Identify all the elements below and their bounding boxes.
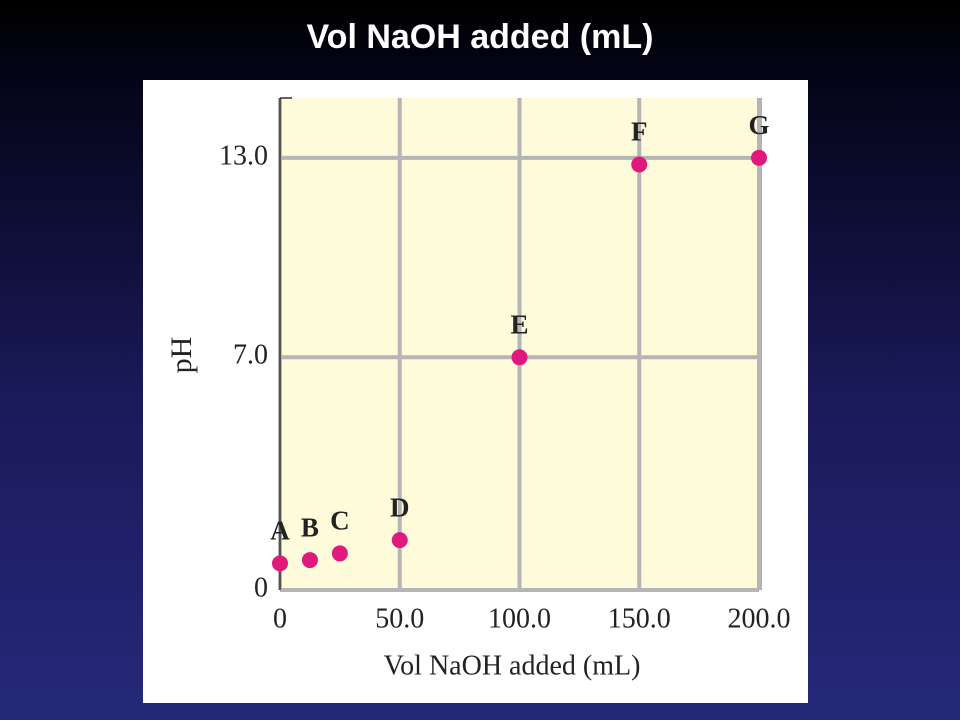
y-tick-label: 0: [254, 572, 268, 603]
data-point: [331, 545, 348, 562]
data-point: [751, 149, 767, 166]
y-tick-label: 13.0: [219, 140, 268, 171]
x-tick-label: 50.0: [375, 603, 424, 634]
x-tick-label: 0: [273, 603, 287, 634]
x-tick-label: 200.0: [728, 603, 791, 634]
point-label: G: [748, 110, 769, 140]
data-point: [272, 555, 288, 572]
data-point: [391, 532, 408, 549]
slide-title: Vol NaOH added (mL): [306, 18, 654, 56]
point-label: C: [330, 506, 350, 536]
x-tick-label: 100.0: [488, 603, 551, 634]
data-point: [301, 552, 318, 569]
x-axis-label: Vol NaOH added (mL): [384, 650, 641, 681]
y-tick-label: 7.0: [233, 340, 268, 371]
point-label: A: [270, 516, 290, 546]
point-label: F: [631, 117, 648, 147]
x-tick-label: 150.0: [608, 603, 671, 634]
y-axis-label: pH: [165, 337, 198, 374]
point-label: D: [390, 492, 410, 522]
data-point: [511, 349, 528, 366]
data-point: [631, 156, 648, 173]
point-label: B: [301, 512, 319, 542]
point-label: E: [510, 310, 528, 340]
